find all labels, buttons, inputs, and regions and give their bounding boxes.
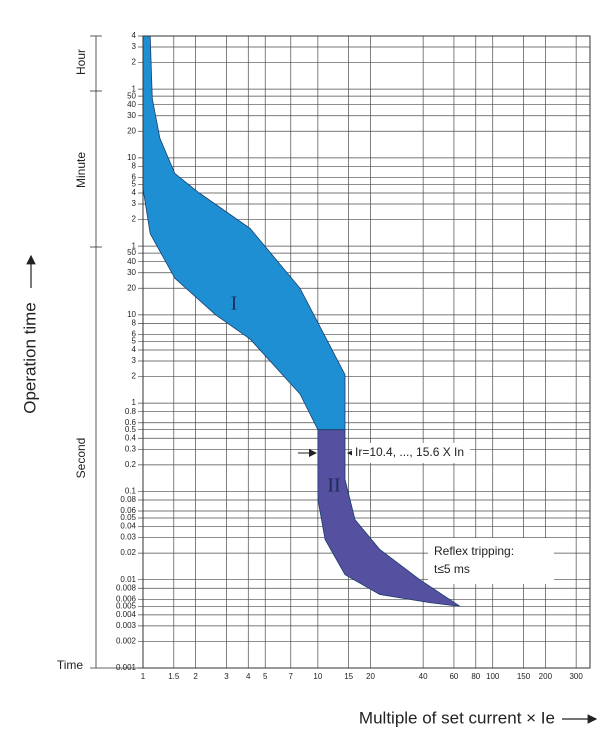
y-tick-label: 30 — [127, 268, 136, 277]
group-label: Time — [57, 658, 84, 672]
y-tick-label: 2 — [132, 372, 137, 381]
y-tick-label: 2 — [132, 215, 137, 224]
y-tick-label: 0.02 — [120, 548, 136, 557]
y-tick-label: 1 — [132, 398, 137, 407]
y-tick-label: 0.06 — [120, 506, 136, 515]
y-tick-label: 0.004 — [116, 610, 137, 619]
x-tick-label: 5 — [263, 672, 268, 681]
y-tick-label: 40 — [127, 257, 136, 266]
y-tick-label: 0.01 — [120, 575, 136, 584]
y-tick-label: 0.05 — [120, 513, 136, 522]
y-tick-label: 10 — [127, 310, 136, 319]
x-tick-label: 20 — [366, 672, 375, 681]
y-tick-label: 20 — [127, 126, 136, 135]
region-label: II — [327, 475, 340, 497]
y-tick-label: 2 — [132, 58, 137, 67]
y-tick-label: 4 — [132, 345, 137, 354]
y-tick-label: 0.005 — [116, 601, 137, 610]
y-tick-label: 8 — [132, 319, 137, 328]
y-axis-title: Operation time — [20, 302, 39, 414]
x-axis-title: Multiple of set current × Ie — [359, 708, 555, 727]
y-tick-label: 5 — [132, 337, 137, 346]
annotation: Ir=10.4, ..., 15.6 X In — [355, 445, 464, 459]
annotation-box — [352, 443, 470, 463]
y-tick-label: 0.04 — [120, 522, 136, 531]
y-tick-label: 1 — [132, 84, 137, 93]
y-tick-label: 6 — [132, 173, 137, 182]
group-label: Hour — [74, 49, 88, 75]
x-tick-label: 60 — [449, 672, 458, 681]
y-tick-label: 0.3 — [125, 444, 137, 453]
region — [142, 35, 346, 431]
y-tick-label: 0.8 — [125, 407, 137, 416]
group-brackets — [90, 35, 143, 669]
y-tick-label: 0.002 — [116, 637, 137, 646]
y-tick-label: 1 — [132, 241, 137, 250]
group-label: Second — [74, 438, 88, 479]
y-tick-label: 10 — [127, 153, 136, 162]
y-tick-label: 0.2 — [125, 460, 137, 469]
y-tick-label: 5 — [132, 180, 137, 189]
y-tick-label: 0.4 — [125, 433, 137, 442]
x-tick-label: 200 — [539, 672, 553, 681]
y-tick-label: 30 — [127, 111, 136, 120]
y-tick-label: 0.03 — [120, 533, 136, 542]
regions — [142, 35, 461, 607]
y-tick-label: 0.008 — [116, 583, 137, 592]
y-tick-label: 8 — [132, 162, 137, 171]
x-tick-label: 1.5 — [168, 672, 180, 681]
region-label: I — [231, 293, 238, 315]
y-tick-label: 50 — [127, 91, 136, 100]
region — [317, 429, 461, 607]
y-tick-label: 0.003 — [116, 621, 137, 630]
y-tick-label: 3 — [132, 42, 137, 51]
x-tick-label: 4 — [246, 672, 251, 681]
y-tick-label: 0.006 — [116, 594, 137, 603]
y-tick-label: 3 — [132, 199, 137, 208]
y-tick-label: 3 — [132, 356, 137, 365]
y-tick-label: 0.1 — [125, 487, 137, 496]
group-label: Minute — [74, 152, 88, 188]
y-tick-label: 0.08 — [120, 495, 136, 504]
annotation-box — [428, 538, 554, 584]
y-tick-label: 0.6 — [125, 418, 137, 427]
x-tick-label: 7 — [289, 672, 294, 681]
annotation: Reflex tripping: — [434, 544, 514, 558]
x-tick-label: 100 — [486, 672, 500, 681]
x-tick-label: 300 — [569, 672, 583, 681]
x-tick-label: 150 — [517, 672, 531, 681]
y-tick-label: 6 — [132, 330, 137, 339]
y-tick-label: 40 — [127, 100, 136, 109]
annotation: t≤5 ms — [434, 562, 470, 576]
y-tick-label: 4 — [132, 188, 137, 197]
y-tick-label: 4 — [132, 31, 137, 40]
x-tick-label: 10 — [313, 672, 322, 681]
x-tick-label: 2 — [193, 672, 198, 681]
x-tick-label: 80 — [471, 672, 480, 681]
y-tick-label: 50 — [127, 248, 136, 257]
x-tick-label: 1 — [141, 672, 146, 681]
x-tick-label: 3 — [224, 672, 229, 681]
x-tick-label: 40 — [419, 672, 428, 681]
y-tick-label: 0.5 — [125, 425, 137, 434]
plot-frame — [142, 35, 591, 669]
y-tick-label: 20 — [127, 283, 136, 292]
x-tick-label: 15 — [344, 672, 353, 681]
